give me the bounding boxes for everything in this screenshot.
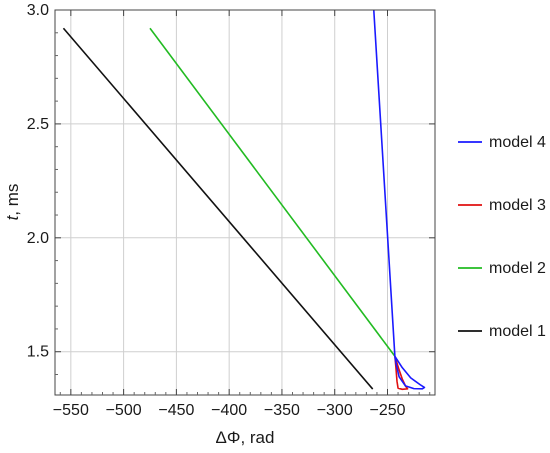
plot-frame	[54, 9, 436, 396]
series-layer	[62, 9, 426, 391]
y-axis-title: t, ms	[3, 184, 22, 221]
series-line-model-3	[394, 356, 409, 391]
y-tick-label: 1.5	[27, 344, 49, 361]
series-line-model-4	[372, 9, 426, 390]
legend-label-model-4: model 4	[489, 134, 546, 151]
legend-label-model-2: model 2	[489, 260, 546, 277]
x-tick-label: −500	[106, 402, 142, 419]
x-tick-label: −450	[158, 402, 194, 419]
series-line-model-2	[149, 27, 396, 357]
plot-area	[55, 10, 435, 395]
x-tick-label: −300	[317, 402, 353, 419]
y-tick-label: 3.0	[27, 2, 49, 19]
axes: −550 −500 −450 −400 −350 −300 −250 1.5 2.0 2.5 3.0	[27, 2, 435, 419]
x-axis-title: ΔΦ, rad	[216, 428, 275, 447]
legend: model 4 model 3 model 2 model 1	[458, 134, 546, 340]
legend-label-model-3: model 3	[489, 197, 546, 214]
series-line-model-1	[62, 27, 374, 390]
x-tick-label: −350	[264, 402, 300, 419]
x-tick-label: −250	[369, 402, 405, 419]
legend-label-model-1: model 1	[489, 323, 546, 340]
y-tick-label: 2.0	[27, 230, 49, 247]
x-tick-label: −400	[211, 402, 247, 419]
y-tick-label: 2.5	[27, 116, 49, 133]
x-tick-label: −550	[53, 402, 89, 419]
y-axis-variable: t	[3, 214, 22, 220]
y-axis-unit: , ms	[3, 184, 22, 216]
